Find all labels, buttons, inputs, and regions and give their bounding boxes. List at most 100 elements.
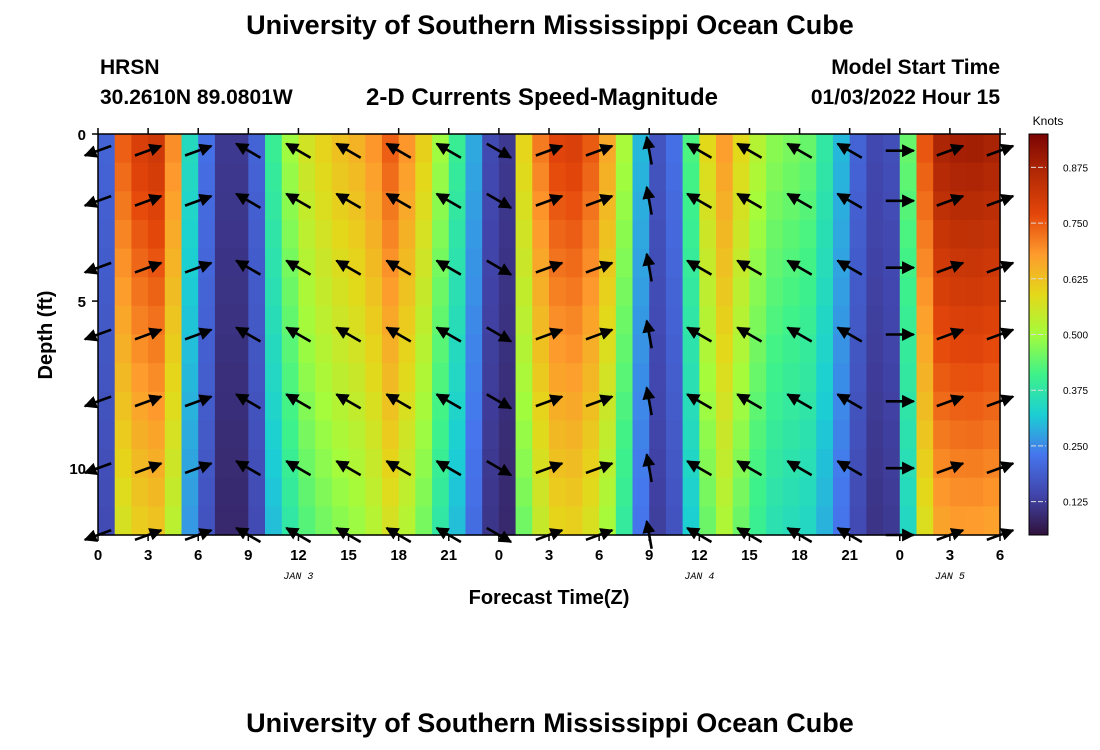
heatmap-cell — [482, 305, 500, 336]
x-tick-label: 9 — [645, 547, 653, 564]
heatmap-cell — [265, 363, 283, 393]
current-arrow — [642, 319, 656, 349]
colorbar-tick-label: 0.125 — [1063, 498, 1088, 509]
heatmap-cell — [883, 191, 901, 221]
heatmap-cell — [849, 219, 867, 250]
heatmap-cell — [265, 420, 283, 450]
heatmap-cell — [649, 506, 667, 536]
current-arrow — [385, 142, 412, 159]
heatmap-cell — [415, 191, 433, 221]
heatmap-cell — [582, 305, 600, 336]
heatmap-cell — [114, 305, 133, 336]
heatmap-cell — [933, 277, 951, 307]
heatmap-cell — [331, 363, 350, 393]
heatmap-cell — [883, 277, 901, 307]
heatmap-cell — [181, 477, 199, 507]
x-tick-label: 21 — [440, 547, 457, 564]
heatmap-cell — [916, 162, 934, 192]
heatmap-cell — [248, 420, 266, 450]
heatmap-cell — [983, 449, 1001, 479]
heatmap-cell — [348, 506, 366, 536]
heatmap-cell — [148, 277, 166, 307]
heatmap-cell — [515, 477, 533, 507]
current-arrow — [184, 193, 213, 207]
heatmap-cell — [816, 449, 834, 479]
heatmap-cell — [114, 363, 133, 393]
heatmap-cell — [799, 506, 817, 536]
heatmap-cell — [682, 363, 700, 393]
heatmap-cell — [899, 334, 918, 364]
heatmap-cell — [565, 248, 584, 278]
heatmap-cell — [732, 334, 751, 364]
heatmap-cell — [482, 219, 500, 250]
heatmap-cell — [649, 277, 667, 307]
heatmap-cell — [365, 305, 383, 336]
current-arrow — [486, 259, 513, 276]
heatmap-cell — [866, 248, 884, 278]
heatmap-cell — [498, 506, 517, 536]
heatmap-cell — [398, 305, 416, 336]
heatmap-cell — [131, 305, 149, 336]
heatmap-cell — [465, 219, 483, 250]
heatmap-cell — [265, 162, 283, 192]
current-arrow — [285, 326, 312, 343]
heatmap-cell — [749, 277, 767, 307]
heatmap-cell — [665, 162, 684, 192]
heatmap-cell — [983, 506, 1001, 536]
heatmap-cell — [498, 305, 517, 336]
current-arrow — [642, 185, 656, 215]
heatmap-cell — [448, 334, 467, 364]
heatmap-cell — [164, 506, 183, 536]
heatmap-cell — [164, 391, 183, 422]
day-label: JAN 3 — [283, 572, 313, 583]
heatmap-cell — [415, 506, 433, 536]
current-arrow — [642, 453, 656, 483]
heatmap-cell — [231, 334, 249, 364]
heatmap-cell — [164, 191, 183, 221]
heatmap-cell — [231, 477, 249, 507]
heatmap-cell — [348, 363, 366, 393]
heatmap-cell — [498, 219, 517, 250]
heatmap-cell — [549, 363, 567, 393]
heatmap-cell — [248, 477, 266, 507]
heatmap-cell — [98, 363, 116, 393]
chart-subtitle: 2-D Currents Speed-Magnitude — [366, 84, 719, 111]
heatmap-cell — [766, 162, 784, 192]
heatmap-cell — [465, 449, 483, 479]
heatmap-cell — [114, 219, 133, 250]
heatmap-cell — [632, 506, 650, 536]
footer-title: University of Southern Mississippi Ocean… — [246, 708, 854, 738]
heatmap-cell — [615, 420, 634, 450]
current-arrow — [235, 326, 262, 343]
heatmap-cell — [482, 477, 500, 507]
heatmap-cell — [315, 420, 333, 450]
heatmap-cell — [214, 391, 233, 422]
heatmap-cell — [983, 391, 1001, 422]
current-arrow — [134, 193, 163, 207]
heatmap-cell — [131, 162, 149, 192]
current-arrow — [936, 394, 965, 408]
heatmap-cell — [415, 248, 433, 278]
x-tick-label: 0 — [94, 547, 102, 564]
heatmap-cell — [716, 191, 734, 221]
heatmap-cell — [348, 277, 366, 307]
current-arrow — [435, 142, 462, 159]
heatmap-cell — [515, 420, 533, 450]
heatmap-cell — [682, 420, 700, 450]
heatmap-cell — [248, 277, 266, 307]
heatmap-cell — [916, 134, 934, 164]
heatmap-cell — [198, 219, 216, 250]
heatmap-cell — [933, 506, 951, 536]
heatmap-cell — [298, 334, 316, 364]
heatmap-cell — [331, 420, 350, 450]
heatmap-cell — [432, 334, 450, 364]
current-arrow — [285, 192, 312, 209]
heatmap-cell — [782, 477, 801, 507]
heatmap-cell — [766, 477, 784, 507]
current-arrow — [936, 143, 965, 157]
current-arrow — [335, 142, 362, 159]
heatmap-cell — [599, 477, 617, 507]
heatmap-cell — [331, 477, 350, 507]
x-tick-label: 18 — [390, 547, 407, 564]
x-tick-label: 0 — [896, 547, 904, 564]
